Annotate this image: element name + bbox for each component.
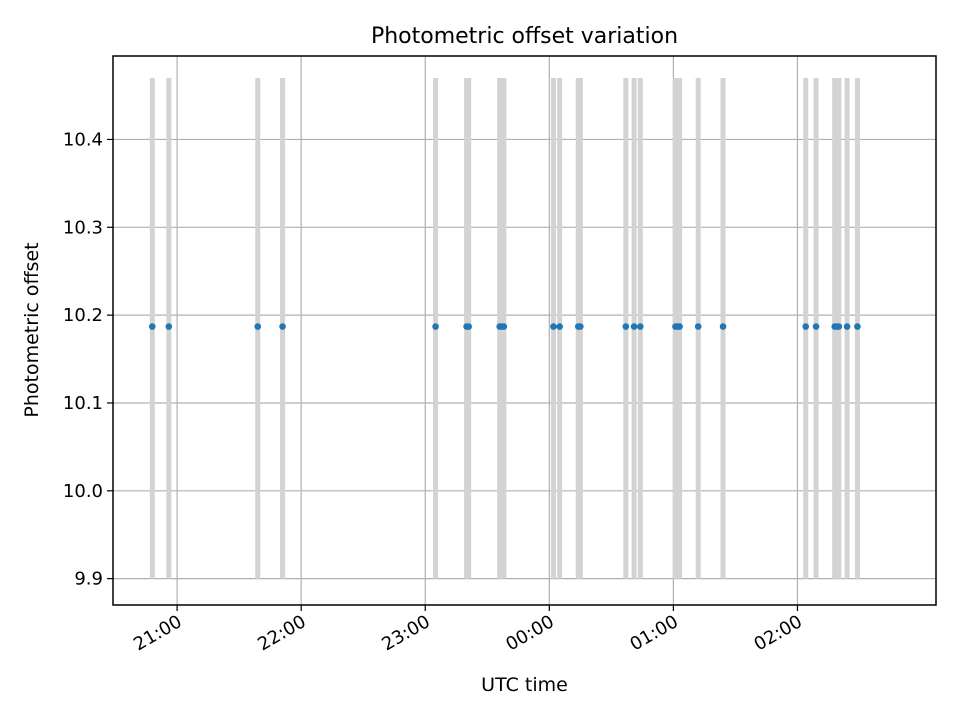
data-point <box>719 323 727 330</box>
y-tick-label: 10.2 <box>63 305 103 326</box>
data-point <box>556 323 563 330</box>
data-point <box>465 323 472 330</box>
y-tick-label: 10.3 <box>63 217 103 238</box>
data-point <box>550 323 557 330</box>
data-point <box>500 323 508 330</box>
data-point <box>676 323 683 330</box>
data-point <box>279 323 286 330</box>
data-point <box>694 323 702 330</box>
chart-title: Photometric offset variation <box>371 24 678 49</box>
x-axis-label: UTC time <box>481 674 568 696</box>
data-points <box>148 323 861 330</box>
y-tick-label: 10.1 <box>63 393 103 414</box>
y-axis-ticks: 9.9 10.0 10.1 10.2 10.3 10.4 <box>63 129 113 590</box>
data-point <box>630 323 638 330</box>
data-point <box>254 323 262 330</box>
data-point <box>577 323 584 330</box>
y-axis-label: Photometric offset <box>21 242 43 417</box>
data-point <box>835 323 843 330</box>
y-tick-label: 10.0 <box>63 481 103 502</box>
data-point <box>812 323 820 330</box>
data-point <box>432 323 439 330</box>
data-point <box>802 323 810 330</box>
y-tick-label: 10.4 <box>63 129 103 150</box>
grid <box>113 56 936 605</box>
plot-area-frame <box>112 55 937 606</box>
data-point <box>843 323 851 330</box>
data-point <box>165 323 173 330</box>
data-point <box>854 323 861 330</box>
data-point <box>636 323 644 330</box>
y-tick-label: 9.9 <box>74 569 103 590</box>
data-point <box>622 323 630 330</box>
data-point <box>148 323 156 330</box>
